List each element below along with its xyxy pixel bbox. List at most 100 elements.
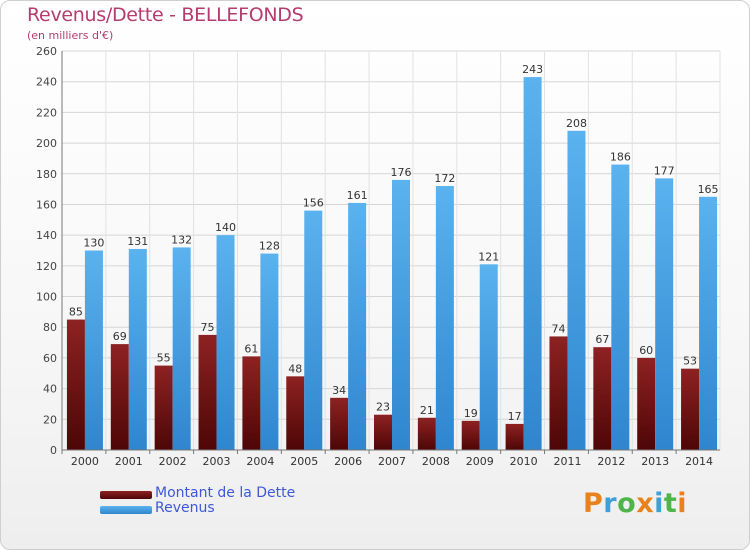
y-tick-label: 40 [43, 383, 57, 396]
logo-letter: r [603, 488, 618, 519]
bar-debt-2000 [66, 319, 85, 450]
bar-revenus-2007 [392, 179, 410, 450]
bar-debt-2001 [110, 344, 129, 450]
y-tick-label: 80 [43, 321, 57, 334]
data-label-debt-2005: 48 [288, 362, 302, 375]
y-tick-label: 220 [36, 106, 57, 119]
x-tick-label: 2014 [685, 455, 713, 468]
data-label-debt-2001: 69 [113, 330, 127, 343]
legend-label-debt: Montant de la Dette [155, 485, 296, 501]
bar-debt-2009 [461, 420, 480, 450]
data-label-revenus-2008: 172 [434, 172, 455, 185]
y-tick-label: 200 [36, 137, 57, 150]
bar-revenus-2000 [84, 250, 103, 450]
data-label-debt-2014: 53 [683, 355, 697, 368]
bar-debt-2012 [593, 347, 612, 450]
data-label-debt-2006: 34 [332, 384, 346, 397]
data-label-revenus-2013: 177 [654, 164, 675, 177]
chart-title: Revenus/Dette - BELLEFONDS [27, 4, 304, 26]
bar-debt-2008 [417, 417, 436, 450]
data-label-revenus-2001: 131 [127, 235, 148, 248]
y-tick-label: 160 [36, 198, 57, 211]
x-tick-label: 2006 [334, 455, 362, 468]
y-tick-label: 0 [50, 444, 57, 457]
bar-debt-2002 [154, 365, 173, 450]
logo-letter: i [677, 488, 688, 519]
x-tick-label: 2000 [71, 455, 99, 468]
data-label-revenus-2007: 176 [391, 166, 412, 179]
data-label-revenus-2011: 208 [566, 117, 587, 130]
data-label-revenus-2002: 132 [171, 233, 192, 246]
x-tick-label: 2013 [641, 455, 669, 468]
bar-revenus-2009 [479, 264, 498, 450]
y-tick-label: 60 [43, 352, 57, 365]
bar-revenus-2008 [435, 186, 454, 451]
logo-letter: t [663, 488, 678, 519]
x-tick-label: 2010 [510, 455, 538, 468]
data-label-revenus-2004: 128 [259, 240, 280, 253]
x-tick-label: 2001 [115, 455, 143, 468]
bar-debt-2004 [242, 356, 261, 450]
data-label-debt-2013: 60 [639, 344, 653, 357]
y-tick-label: 140 [36, 229, 57, 242]
x-tick-label: 2012 [597, 455, 625, 468]
y-tick-label: 20 [43, 413, 57, 426]
data-label-revenus-2006: 161 [347, 189, 368, 202]
data-label-revenus-2000: 130 [83, 237, 104, 250]
x-tick-label: 2005 [290, 455, 318, 468]
data-label-revenus-2005: 156 [303, 197, 324, 210]
bar-debt-2014 [681, 368, 700, 450]
data-label-debt-2007: 23 [376, 401, 390, 414]
y-tick-label: 180 [36, 168, 57, 181]
x-tick-label: 2008 [422, 455, 450, 468]
data-label-debt-2011: 74 [551, 322, 565, 335]
bar-revenus-2002 [172, 247, 191, 450]
bar-revenus-2006 [348, 202, 367, 450]
x-tick-label: 2004 [246, 455, 274, 468]
bar-debt-2011 [549, 336, 568, 450]
bar-revenus-2014 [699, 196, 718, 450]
logo-letter: x [636, 488, 655, 519]
chart-subtitle: (en milliers d'€) [27, 29, 114, 42]
bar-debt-2013 [637, 357, 656, 450]
data-label-revenus-2009: 121 [478, 250, 499, 263]
data-label-debt-2002: 55 [157, 352, 171, 365]
data-label-debt-2003: 75 [201, 321, 215, 334]
bar-revenus-2003 [216, 235, 235, 450]
data-label-debt-2000: 85 [69, 306, 83, 319]
data-label-revenus-2003: 140 [215, 221, 236, 234]
y-tick-label: 240 [36, 76, 57, 89]
legend-label-revenus: Revenus [155, 500, 215, 516]
data-label-debt-2009: 19 [464, 407, 478, 420]
bar-revenus-2011 [567, 130, 586, 451]
bar-revenus-2013 [655, 178, 674, 450]
x-tick-label: 2011 [553, 455, 581, 468]
data-label-debt-2010: 17 [508, 410, 522, 423]
bar-revenus-2012 [611, 164, 630, 451]
bar-debt-2005 [286, 376, 305, 450]
data-label-revenus-2010: 243 [522, 63, 543, 76]
x-tick-label: 2002 [159, 455, 187, 468]
logo-letter: i [654, 488, 664, 519]
logo-letter: P [583, 488, 604, 519]
data-label-debt-2004: 61 [244, 342, 258, 355]
bar-debt-2007 [374, 414, 392, 450]
logo-letter: o [617, 488, 637, 519]
bar-debt-2010 [505, 423, 524, 450]
legend-swatch-revenus [100, 506, 152, 514]
data-label-debt-2008: 21 [420, 404, 434, 417]
bar-revenus-2004 [260, 253, 279, 450]
y-tick-label: 100 [36, 291, 57, 304]
legend-swatch-debt [100, 491, 152, 499]
x-tick-label: 2009 [466, 455, 494, 468]
y-tick-label: 120 [36, 260, 57, 273]
bar-revenus-2005 [304, 210, 323, 450]
bar-debt-2006 [330, 397, 349, 450]
x-tick-label: 2003 [203, 455, 231, 468]
data-label-debt-2012: 67 [595, 333, 609, 346]
bar-revenus-2010 [523, 77, 542, 450]
data-label-revenus-2014: 165 [698, 183, 719, 196]
y-tick-label: 260 [36, 45, 57, 58]
bar-debt-2003 [198, 334, 217, 450]
